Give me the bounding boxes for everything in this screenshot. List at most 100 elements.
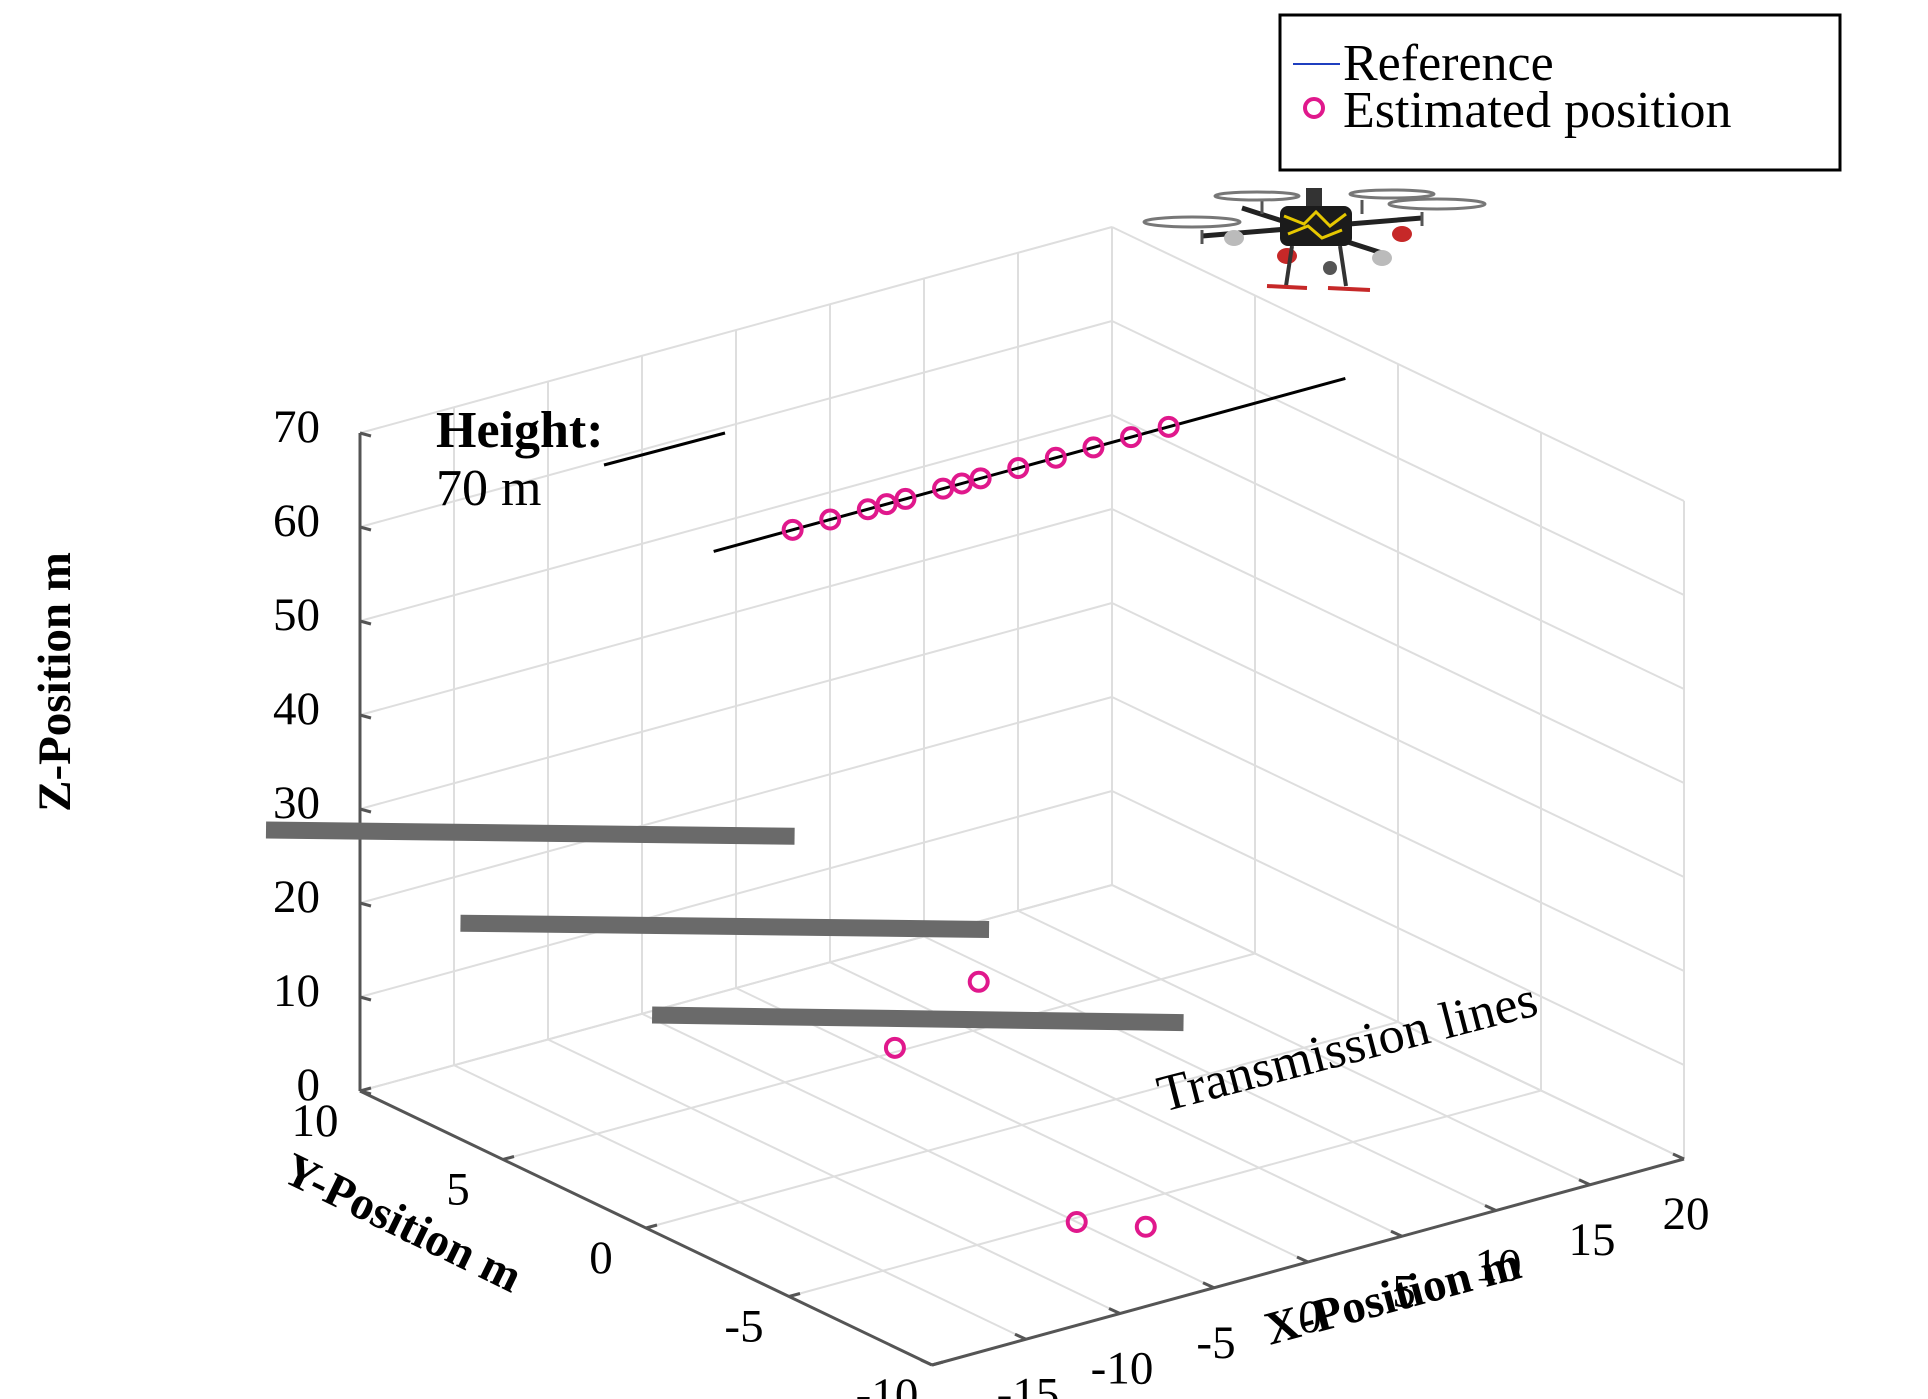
back-wall-grid-line-z [359, 508, 1113, 716]
transmission-line [265, 821, 795, 845]
x-tick-label: 15 [1569, 1214, 1616, 1266]
z-tick-label: 40 [273, 683, 320, 735]
reference-series [713, 376, 1346, 553]
estimated-position-marker [894, 487, 917, 510]
z-tick-label: 70 [273, 401, 320, 453]
estimated-position-marker [856, 498, 879, 521]
x-tick-label: 20 [1663, 1188, 1710, 1240]
legend-swatch-estimated [1303, 97, 1325, 119]
x-tick-mark [1672, 1152, 1685, 1161]
transmission-line [460, 914, 990, 938]
estimated-position-marker [932, 477, 955, 500]
y-tick-mark [502, 1155, 515, 1161]
z-tick-label: 50 [273, 589, 320, 641]
x-tick-mark [1202, 1281, 1215, 1290]
y-tick-mark [931, 1360, 944, 1367]
transmission-lines-annotation: Transmission lines [1152, 971, 1543, 1124]
back-wall-grid-line-z [359, 226, 1113, 434]
z-tick-mark [359, 1089, 372, 1096]
x-tick-mark [1484, 1204, 1497, 1212]
z-tick-label: 10 [273, 965, 320, 1017]
estimated-position-marker [819, 508, 842, 531]
side-wall-grid-line-z [1111, 696, 1685, 972]
side-wall-grid-line-z [1111, 226, 1685, 502]
side-wall-grid-line-z [1111, 414, 1685, 690]
estimated-position-marker [875, 493, 898, 516]
x-tick-mark [1014, 1332, 1027, 1341]
reference-line [713, 376, 1346, 553]
x-tick-label: -10 [1091, 1343, 1154, 1395]
estimated-position-marker [1007, 457, 1030, 480]
z-axis-label: Z-Position m [29, 552, 81, 812]
estimated-position-marker [883, 1036, 906, 1059]
z-tick-label: 30 [273, 777, 320, 829]
z-tick-mark [359, 995, 372, 1002]
back-wall-grid-line-z [359, 790, 1113, 998]
axis-lines [358, 431, 1685, 1367]
y-tick-label: -10 [856, 1369, 919, 1399]
legend-label-reference: Reference [1343, 35, 1554, 92]
back-wall-grid-line-z [359, 602, 1113, 810]
quadcopter-icon [1142, 188, 1487, 292]
estimated-position-marker [1157, 415, 1180, 438]
x-axis-label: X-Position m [1259, 1237, 1526, 1355]
legend: Reference Estimated position [1278, 13, 1842, 172]
estimated-position-series [781, 415, 1180, 1238]
x-tick-mark [1108, 1307, 1121, 1315]
z-tick-mark [359, 431, 372, 438]
x-tick-mark [920, 1358, 933, 1367]
z-tick-mark [359, 807, 372, 814]
estimated-position-marker [969, 467, 992, 490]
height-annotation-value: 70 m [436, 460, 541, 517]
y-tick-label: -5 [724, 1301, 763, 1353]
estimated-position-marker [1065, 1210, 1088, 1233]
estimated-position-marker [781, 518, 804, 541]
height-annotation-leader [603, 431, 726, 467]
y-tick-mark [788, 1292, 801, 1298]
y-tick-mark [645, 1223, 658, 1230]
x-tick-label: 0 [1298, 1291, 1322, 1343]
side-wall-grid-line-z [1111, 790, 1685, 1066]
transmission-line [651, 1006, 1184, 1032]
estimated-position-marker [950, 472, 973, 495]
height-annotation-label: Height: [436, 402, 604, 459]
x-tick-mark [1578, 1178, 1591, 1187]
estimated-position-marker [1044, 446, 1067, 469]
z-tick-mark [359, 901, 372, 908]
z-tick-mark [359, 713, 372, 720]
x-tick-mark [1296, 1255, 1309, 1264]
y-tick-label: 5 [446, 1164, 470, 1216]
side-wall-grid-line-z [1111, 320, 1685, 596]
x-tick-mark [1390, 1229, 1403, 1238]
estimated-position-marker [1082, 436, 1105, 459]
z-tick-label: 20 [273, 871, 320, 923]
floor-grid-line-y [645, 1021, 1399, 1229]
z-tick-label: 60 [273, 495, 320, 547]
back-wall-grid-line-z [359, 320, 1113, 528]
z-tick-mark [359, 525, 372, 532]
x-tick-label: -20 [903, 1394, 966, 1399]
side-wall-grid-line-z [1111, 508, 1685, 784]
y-axis-label: Y-Position m [275, 1143, 530, 1303]
x-tick-label: 10 [1475, 1240, 1522, 1292]
back-wall-grid-line-z [359, 696, 1113, 904]
z-tick-label: 0 [297, 1059, 321, 1111]
grid-lines [359, 226, 1685, 1366]
x-tick-label: 5 [1392, 1265, 1416, 1317]
z-tick-mark [359, 619, 372, 626]
side-wall-grid-line-z [1111, 884, 1685, 1160]
y-tick-label: 0 [589, 1232, 613, 1284]
side-wall-grid-line-z [1111, 602, 1685, 878]
tick-labels: -20-15-10-505101520-10-50510010203040506… [273, 401, 1710, 1399]
floor-grid-line-y [502, 952, 1256, 1161]
back-wall-grid-line-z [359, 414, 1113, 622]
floor-grid-line-y [788, 1089, 1542, 1298]
x-tick-label: -5 [1196, 1317, 1235, 1369]
y-tick-label: 10 [292, 1095, 339, 1147]
legend-label-estimated: Estimated position [1343, 82, 1732, 139]
estimated-position-marker [1120, 426, 1143, 449]
transmission-lines [265, 821, 1184, 1032]
x-tick-label: -15 [997, 1368, 1060, 1399]
back-wall-grid-line-z [359, 884, 1113, 1092]
